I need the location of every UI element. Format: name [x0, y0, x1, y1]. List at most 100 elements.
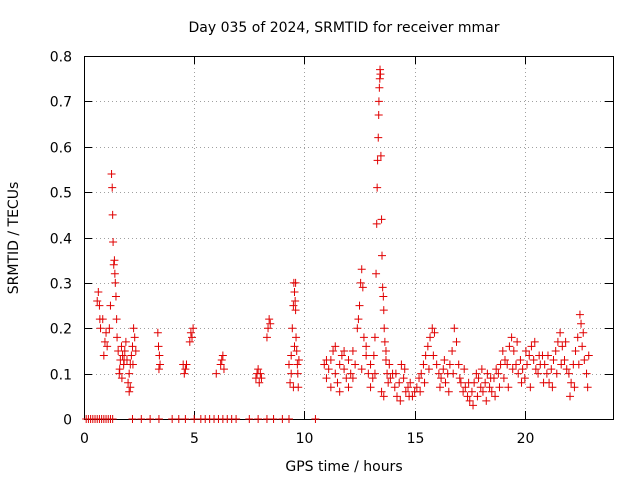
data-point: [456, 378, 465, 387]
data-point: [552, 369, 561, 378]
data-point: [455, 374, 464, 383]
data-point: [562, 365, 571, 374]
data-point: [481, 378, 490, 387]
data-point: [573, 333, 582, 342]
data-point: [400, 365, 409, 374]
data-point: [331, 369, 340, 378]
data-point: [391, 369, 400, 378]
data-point: [291, 297, 300, 306]
data-point: [476, 383, 485, 392]
data-point: [344, 383, 353, 392]
data-point: [397, 360, 406, 369]
y-tick-label: 0.1: [50, 368, 72, 384]
data-point: [355, 301, 364, 310]
data-point: [378, 251, 387, 260]
data-point: [335, 360, 344, 369]
data-point: [154, 415, 163, 423]
data-point: [154, 365, 163, 374]
data-point: [290, 287, 299, 296]
data-point: [118, 351, 127, 360]
data-point: [435, 383, 444, 392]
data-point: [111, 278, 120, 287]
data-point: [186, 328, 195, 337]
data-point: [218, 351, 227, 360]
data-point: [254, 365, 263, 374]
data-point: [514, 369, 523, 378]
data-point: [255, 378, 264, 387]
data-point: [583, 383, 592, 392]
data-point: [111, 292, 120, 301]
data-point: [416, 387, 425, 396]
data-point: [463, 392, 472, 401]
data-point: [483, 369, 492, 378]
data-point: [353, 324, 362, 333]
data-point: [377, 387, 386, 396]
data-point: [374, 110, 383, 119]
data-point: [117, 342, 126, 351]
data-point: [386, 374, 395, 383]
data-point: [578, 342, 587, 351]
data-point: [128, 415, 137, 423]
data-point: [441, 378, 450, 387]
data-point: [459, 387, 468, 396]
data-point: [376, 70, 385, 79]
data-point: [495, 383, 504, 392]
data-point: [348, 346, 357, 355]
data-point: [509, 346, 518, 355]
data-point: [189, 324, 198, 333]
data-point: [516, 356, 525, 365]
data-point: [348, 374, 357, 383]
data-point: [543, 351, 552, 360]
x-tick-label: 10: [296, 431, 314, 447]
x-axis-label: GPS time / hours: [285, 459, 402, 475]
data-point: [521, 346, 530, 355]
data-point: [526, 383, 535, 392]
data-point: [370, 333, 379, 342]
data-point: [428, 324, 437, 333]
data-point: [378, 283, 387, 292]
data-point: [373, 156, 382, 165]
data-points: [82, 65, 593, 423]
data-point: [109, 238, 118, 247]
data-point: [264, 324, 273, 333]
data-point: [426, 333, 435, 342]
data-point: [529, 356, 538, 365]
data-point: [266, 319, 275, 328]
data-point: [512, 360, 521, 369]
data-point: [156, 360, 165, 369]
y-tick-label: 0.7: [50, 95, 72, 111]
data-point: [99, 351, 108, 360]
data-point: [110, 269, 119, 278]
data-point: [333, 378, 342, 387]
data-point: [344, 356, 353, 365]
data-point: [487, 387, 496, 396]
data-point: [424, 365, 433, 374]
data-point: [216, 360, 225, 369]
data-point: [492, 365, 501, 374]
data-point: [440, 356, 449, 365]
data-point: [439, 365, 448, 374]
data-point: [561, 337, 570, 346]
data-point: [549, 356, 558, 365]
data-point: [375, 83, 384, 92]
data-point: [105, 324, 114, 333]
data-point: [508, 365, 517, 374]
data-point: [129, 324, 138, 333]
data-point: [469, 401, 478, 410]
y-tick-label: 0: [63, 413, 72, 429]
data-point: [491, 392, 500, 401]
data-point: [405, 392, 414, 401]
data-point: [527, 342, 536, 351]
data-point: [257, 374, 266, 383]
data-point: [108, 210, 117, 219]
data-point: [331, 342, 340, 351]
data-point: [570, 383, 579, 392]
y-tick-label: 0.5: [50, 186, 72, 202]
data-point: [357, 265, 366, 274]
data-point: [421, 351, 430, 360]
data-point: [128, 360, 137, 369]
data-point: [423, 342, 432, 351]
data-point: [326, 383, 335, 392]
data-point: [366, 383, 375, 392]
